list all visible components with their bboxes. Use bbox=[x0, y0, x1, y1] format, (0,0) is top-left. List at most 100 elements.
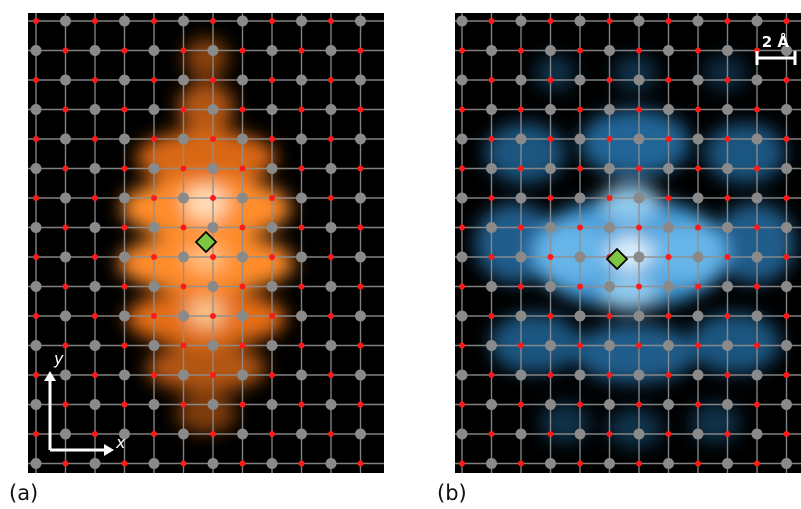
atom-red bbox=[695, 47, 701, 54]
atom-red bbox=[488, 18, 495, 24]
atom-gray bbox=[89, 340, 101, 351]
atom-gray bbox=[355, 251, 366, 263]
atom-red bbox=[210, 18, 216, 24]
atom-gray bbox=[692, 428, 704, 440]
atom-red bbox=[695, 283, 701, 290]
atom-red bbox=[269, 136, 275, 142]
atom-red bbox=[180, 342, 187, 349]
atom-gray bbox=[60, 251, 71, 263]
atom-red bbox=[121, 165, 128, 172]
atom-gray bbox=[545, 45, 556, 56]
atom-gray bbox=[663, 340, 674, 351]
atom-red bbox=[210, 313, 216, 319]
atom-gray bbox=[456, 74, 468, 86]
atom-gray bbox=[486, 281, 497, 292]
atom-gray bbox=[456, 428, 468, 440]
density-glow-b bbox=[475, 55, 795, 448]
atom-gray bbox=[207, 458, 219, 469]
atom-gray bbox=[148, 458, 160, 469]
atom-red bbox=[33, 18, 39, 24]
atom-red bbox=[62, 342, 69, 349]
atom-gray bbox=[355, 192, 366, 204]
atom-red bbox=[518, 106, 524, 113]
atom-gray bbox=[781, 340, 792, 351]
atom-red bbox=[298, 401, 305, 408]
atom-red bbox=[298, 224, 305, 231]
atom-red bbox=[695, 342, 701, 349]
density-lobe bbox=[575, 323, 695, 383]
atom-red bbox=[62, 106, 69, 113]
atom-gray bbox=[355, 428, 366, 440]
atom-red bbox=[754, 342, 760, 349]
atom-red bbox=[665, 372, 672, 378]
density-lobe bbox=[690, 313, 780, 373]
atom-red bbox=[298, 342, 305, 349]
atom-gray bbox=[325, 458, 337, 469]
atom-gray bbox=[722, 104, 733, 115]
atom-red bbox=[62, 401, 69, 408]
atom-red bbox=[239, 224, 246, 231]
atom-red bbox=[636, 47, 642, 54]
atom-red bbox=[180, 401, 187, 408]
atom-gray bbox=[751, 15, 763, 27]
atom-red bbox=[269, 372, 275, 378]
atom-gray bbox=[604, 281, 615, 292]
atom-gray bbox=[178, 74, 189, 86]
atom-gray bbox=[237, 15, 248, 27]
atom-red bbox=[577, 283, 583, 290]
atom-gray bbox=[355, 15, 366, 27]
density-lobe bbox=[535, 55, 575, 91]
atom-gray bbox=[30, 45, 42, 56]
atom-gray bbox=[751, 192, 763, 204]
atom-red bbox=[33, 372, 39, 378]
atom-gray bbox=[119, 310, 130, 322]
atom-gray bbox=[325, 163, 337, 174]
atom-gray bbox=[574, 192, 586, 204]
atom-red bbox=[518, 460, 524, 467]
atom-gray bbox=[633, 310, 645, 322]
atom-red bbox=[328, 18, 334, 24]
atom-gray bbox=[148, 45, 160, 56]
atom-red bbox=[754, 165, 760, 172]
atom-gray bbox=[207, 45, 219, 56]
atom-gray bbox=[545, 222, 556, 233]
atom-gray bbox=[515, 133, 527, 145]
lattice-grid-b bbox=[455, 13, 801, 473]
atom-gray bbox=[722, 340, 733, 351]
density-lobe bbox=[613, 55, 657, 91]
atom-red bbox=[754, 460, 760, 467]
atom-red bbox=[724, 195, 731, 201]
atom-gray bbox=[178, 192, 189, 204]
atom-gray bbox=[663, 163, 674, 174]
atom-gray bbox=[119, 133, 130, 145]
atom-gray bbox=[781, 458, 792, 469]
atom-red bbox=[151, 136, 157, 142]
atom-red bbox=[210, 372, 216, 378]
atom-red bbox=[33, 77, 39, 83]
atom-red bbox=[783, 136, 790, 142]
atom-red bbox=[695, 165, 701, 172]
density-lobe bbox=[490, 313, 580, 373]
atom-red bbox=[298, 460, 305, 467]
density-lobe bbox=[705, 123, 785, 183]
atom-gray bbox=[751, 310, 763, 322]
atom-red bbox=[724, 254, 731, 260]
atom-red bbox=[488, 254, 495, 260]
density-lobe bbox=[178, 82, 234, 134]
atom-red bbox=[695, 460, 701, 467]
atom-gray bbox=[237, 133, 248, 145]
atom-red bbox=[62, 460, 69, 467]
atom-red bbox=[357, 106, 364, 113]
atom-red bbox=[783, 313, 790, 319]
atom-red bbox=[269, 195, 275, 201]
atom-gray bbox=[119, 74, 130, 86]
atom-red bbox=[724, 136, 731, 142]
atom-gray bbox=[266, 281, 278, 292]
atom-red bbox=[636, 283, 642, 290]
atom-red bbox=[636, 165, 642, 172]
atom-red bbox=[92, 254, 98, 260]
atom-gray bbox=[325, 45, 337, 56]
atom-gray bbox=[148, 222, 160, 233]
atom-red bbox=[328, 313, 334, 319]
atom-red bbox=[269, 77, 275, 83]
